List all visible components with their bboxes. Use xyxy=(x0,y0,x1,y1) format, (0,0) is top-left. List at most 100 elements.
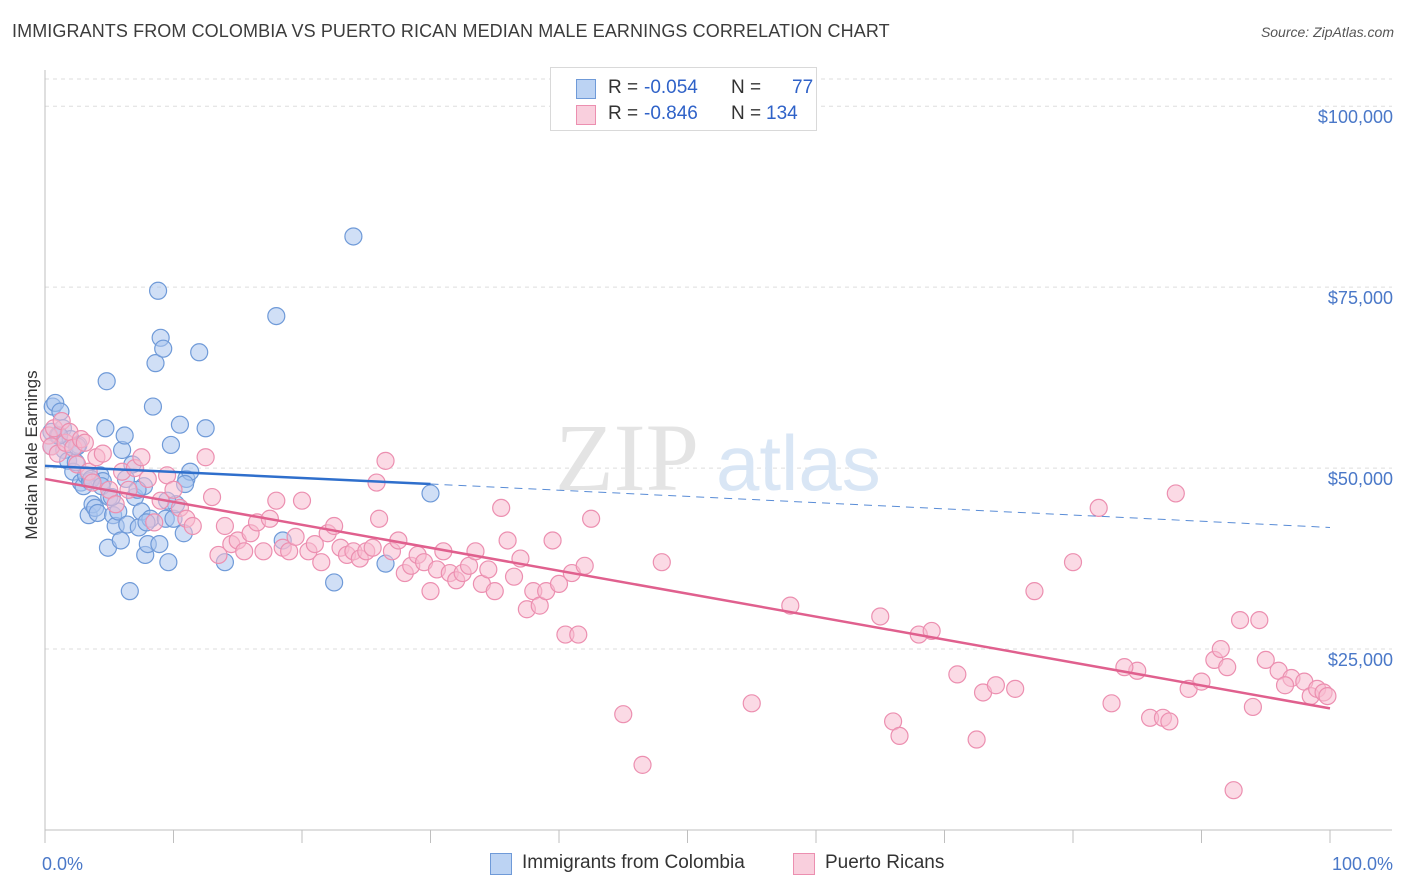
puerto-rican-point xyxy=(1256,650,1275,670)
puerto-rican-point xyxy=(1224,781,1243,800)
puerto-rican-point xyxy=(1211,639,1230,659)
legend-swatch-pink xyxy=(576,105,596,125)
puerto-rican-point xyxy=(967,730,986,749)
puerto-rican-point xyxy=(254,542,273,561)
puerto-rican-point xyxy=(575,556,594,575)
colombia-point xyxy=(159,553,178,572)
series-puerto-rican-points xyxy=(39,411,1337,800)
puerto-rican-point xyxy=(485,582,504,601)
axis-labels: $25,000 $50,000 $75,000 $100,000 0.0% 100.0% M… xyxy=(22,107,1393,874)
puerto-rican-point xyxy=(569,625,588,644)
colombia-point xyxy=(344,227,363,246)
puerto-rican-point xyxy=(1102,694,1121,713)
puerto-rican-point xyxy=(215,516,234,536)
legend-r-label: R = xyxy=(608,77,639,98)
puerto-rican-point xyxy=(582,509,601,528)
bottom-legend-label: Immigrants from Colombia xyxy=(522,852,745,873)
puerto-rican-point xyxy=(614,705,633,724)
colombia-point xyxy=(148,281,168,300)
puerto-rican-point xyxy=(652,553,671,572)
colombia-point xyxy=(267,306,286,326)
y-tick-label: $50,000 xyxy=(1328,469,1393,489)
colombia-point xyxy=(143,397,163,416)
colombia-point xyxy=(421,484,440,503)
bottom-legend-swatch-pink xyxy=(793,853,815,875)
colombia-point xyxy=(111,531,130,550)
colombia-point xyxy=(196,419,215,438)
puerto-rican-point xyxy=(75,433,94,452)
colombia-trend-extension xyxy=(430,483,1331,528)
puerto-rican-point xyxy=(1230,610,1250,630)
legend-n-value: 77 xyxy=(792,77,814,98)
correlation-legend: R = -0.054 N = 77 R = -0.846 N = 134 xyxy=(550,67,817,131)
colombia-point xyxy=(154,339,173,358)
puerto-rican-point xyxy=(492,498,511,518)
puerto-rican-point xyxy=(1250,610,1269,630)
puerto-rican-point xyxy=(363,538,382,557)
colombia-point xyxy=(96,419,115,438)
puerto-rican-point xyxy=(742,694,761,713)
puerto-rican-point xyxy=(235,542,254,561)
colombia-point xyxy=(190,343,209,362)
puerto-rican-point xyxy=(292,491,312,510)
legend-swatch-blue xyxy=(576,79,596,99)
puerto-rican-point xyxy=(922,621,941,641)
puerto-rican-trend-line xyxy=(44,477,1331,710)
y-tick-label: $100,000 xyxy=(1318,107,1393,127)
puerto-rican-point xyxy=(1318,686,1337,706)
puerto-rican-point xyxy=(871,607,890,626)
colombia-trend-line xyxy=(44,464,431,486)
x-tick-label: 0.0% xyxy=(42,854,83,874)
puerto-rican-point xyxy=(549,574,569,594)
puerto-rican-point xyxy=(1243,697,1263,717)
puerto-rican-point xyxy=(164,480,183,499)
puerto-rican-point xyxy=(781,596,800,615)
colombia-point xyxy=(120,582,139,601)
bottom-legend-swatch-blue xyxy=(490,853,512,875)
puerto-rican-point xyxy=(93,444,112,463)
puerto-rican-point xyxy=(498,531,517,550)
puerto-rican-point xyxy=(1166,484,1185,503)
x-tick-label: 100.0% xyxy=(1332,854,1393,874)
puerto-rican-point xyxy=(1063,553,1083,572)
watermark-atlas: atlas xyxy=(716,419,881,507)
puerto-rican-point xyxy=(543,531,562,550)
puerto-rican-point xyxy=(305,534,324,554)
puerto-rican-point xyxy=(106,495,125,514)
colombia-point xyxy=(161,435,181,455)
puerto-rican-point xyxy=(1089,498,1108,518)
legend-n-label: N = xyxy=(731,77,762,98)
puerto-rican-point xyxy=(1006,679,1025,698)
puerto-rican-point xyxy=(479,560,498,579)
puerto-rican-point xyxy=(202,487,222,507)
puerto-rican-point xyxy=(633,755,652,774)
legend-n-value: 134 xyxy=(766,103,798,124)
puerto-rican-point xyxy=(948,665,967,684)
source-label: Source: ZipAtlas.com xyxy=(1260,24,1394,40)
watermark-zip: ZIP xyxy=(555,404,699,511)
colombia-point xyxy=(88,503,107,523)
colombia-point xyxy=(150,534,169,554)
puerto-rican-point xyxy=(312,553,331,572)
puerto-rican-point xyxy=(1025,582,1044,601)
colombia-point xyxy=(325,573,344,592)
puerto-rican-point xyxy=(209,545,228,565)
puerto-rican-point xyxy=(138,469,157,489)
legend-r-value: -0.054 xyxy=(644,77,698,98)
legend-n-label: N = xyxy=(731,103,762,124)
puerto-rican-point xyxy=(986,676,1006,695)
colombia-point xyxy=(146,354,165,373)
y-tick-label: $75,000 xyxy=(1328,288,1393,308)
legend-r-label: R = xyxy=(608,103,639,124)
chart-title: IMMIGRANTS FROM COLOMBIA VS PUERTO RICAN… xyxy=(12,21,890,41)
bottom-legend-label: Puerto Ricans xyxy=(825,852,945,873)
puerto-rican-point xyxy=(286,527,305,546)
trend-lines xyxy=(44,464,1331,710)
colombia-point xyxy=(115,426,134,445)
y-tick-label: $25,000 xyxy=(1328,650,1393,670)
legend-r-value: -0.846 xyxy=(644,103,698,124)
y-axis-title: Median Male Earnings xyxy=(22,370,41,539)
puerto-rican-point xyxy=(1275,676,1295,695)
puerto-rican-point xyxy=(504,567,524,586)
